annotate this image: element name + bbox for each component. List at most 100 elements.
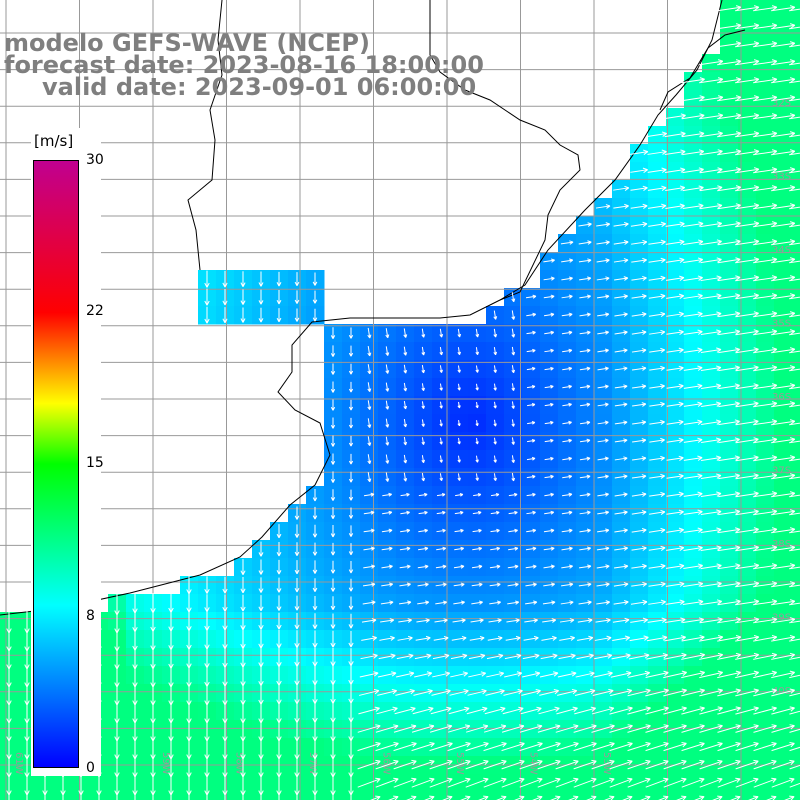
wind-arrow [649, 383, 665, 389]
wind-arrow [753, 365, 778, 372]
wind-arrow [358, 706, 380, 715]
wind-arrow [453, 600, 465, 605]
wind-arrow [631, 563, 647, 569]
wind-arrow [561, 582, 574, 587]
wind-arrow [511, 401, 515, 409]
wind-arrow [717, 634, 742, 642]
wind-arrow [330, 399, 336, 411]
wind-arrow [683, 527, 703, 533]
wind-arrow [771, 401, 796, 408]
wind-arrow [627, 742, 651, 752]
wind-arrow [416, 618, 430, 623]
wind-arrow [276, 595, 282, 611]
wind-arrow [717, 563, 741, 570]
wind-arrow [411, 742, 435, 752]
wind-arrow [614, 510, 628, 515]
wind-arrow [544, 402, 554, 407]
wind-arrow [753, 401, 778, 408]
wind-arrow [348, 560, 354, 574]
wind-arrow [511, 328, 516, 338]
wind-arrow [294, 612, 300, 630]
wind-arrow [632, 384, 647, 389]
wind-arrow [699, 706, 723, 715]
wind-speed-cell [792, 216, 800, 235]
wind-speed-cell [792, 774, 800, 793]
wind-arrow [753, 383, 778, 390]
wind-arrow [542, 600, 556, 605]
wind-arrow [628, 653, 650, 660]
wind-arrow [683, 383, 703, 389]
wind-arrow [487, 635, 503, 641]
wind-arrow [648, 293, 666, 299]
wind-arrow [579, 294, 591, 299]
wind-arrow [735, 437, 759, 444]
wind-arrow [717, 706, 741, 715]
wind-arrow [789, 530, 800, 534]
wind-arrow [700, 365, 722, 371]
wind-arrow [596, 546, 610, 551]
wind-arrow [628, 670, 651, 678]
wind-arrow [789, 782, 800, 788]
wind-arrow [540, 653, 558, 660]
wind-arrow [717, 581, 741, 588]
wind-arrow [519, 724, 543, 733]
wind-speed-cell [792, 738, 800, 757]
wind-arrow [484, 706, 506, 715]
wind-arrow [699, 724, 723, 733]
wind-arrow [735, 706, 759, 715]
wind-arrow [789, 764, 800, 770]
wind-arrow [648, 563, 666, 569]
uruguay-border [429, 0, 581, 301]
wind-arrow [511, 365, 516, 374]
wind-arrow [450, 653, 468, 660]
colorbar-tick-0: 0 [86, 760, 95, 776]
wind-arrow [403, 472, 408, 482]
wind-arrow [294, 272, 300, 287]
wind-arrow [663, 777, 687, 788]
wind-arrow [417, 600, 430, 605]
wind-arrow [544, 492, 554, 497]
colorbar-tick-22: 22 [86, 303, 104, 319]
wind-arrow [579, 402, 591, 407]
wind-arrow [508, 546, 519, 551]
wind-arrow [789, 368, 800, 372]
wind-arrow [578, 582, 592, 587]
wind-arrow [771, 149, 796, 156]
wind-arrow [701, 419, 722, 425]
wind-arrow [753, 652, 778, 660]
wind-arrow [683, 401, 703, 407]
wind-arrow [490, 546, 501, 551]
wind-arrow [561, 294, 573, 299]
wind-arrow [735, 383, 759, 390]
wind-arrow [330, 560, 336, 574]
wind-arrow [240, 271, 246, 287]
wind-arrow [519, 759, 543, 770]
wind-arrow [614, 366, 628, 371]
wind-arrow [80, 789, 82, 800]
wind-arrow [381, 582, 394, 587]
wind-arrow [562, 438, 572, 443]
wind-arrow [735, 670, 760, 679]
wind-arrow [649, 365, 665, 371]
wind-arrow [717, 652, 742, 660]
wind-arrow [597, 402, 609, 407]
wind-arrow [465, 724, 489, 733]
wind-arrow [367, 454, 372, 465]
wind-arrow [526, 474, 536, 479]
wind-arrow [717, 257, 741, 264]
wind-arrow [573, 759, 597, 770]
wind-arrow [578, 600, 592, 605]
wind-speed-cell [792, 180, 800, 199]
wind-speed-cell [792, 684, 800, 703]
wind-arrow [493, 419, 497, 427]
wind-arrow [579, 384, 591, 389]
wind-arrow [614, 528, 628, 533]
wind-arrow [735, 347, 759, 354]
wind-arrow [579, 438, 591, 443]
wind-arrow [597, 420, 609, 425]
wind-arrow [457, 420, 461, 427]
wind-arrow [646, 653, 669, 660]
wind-arrow [718, 455, 740, 462]
wind-arrow [753, 419, 778, 426]
wind-arrow [367, 364, 372, 375]
